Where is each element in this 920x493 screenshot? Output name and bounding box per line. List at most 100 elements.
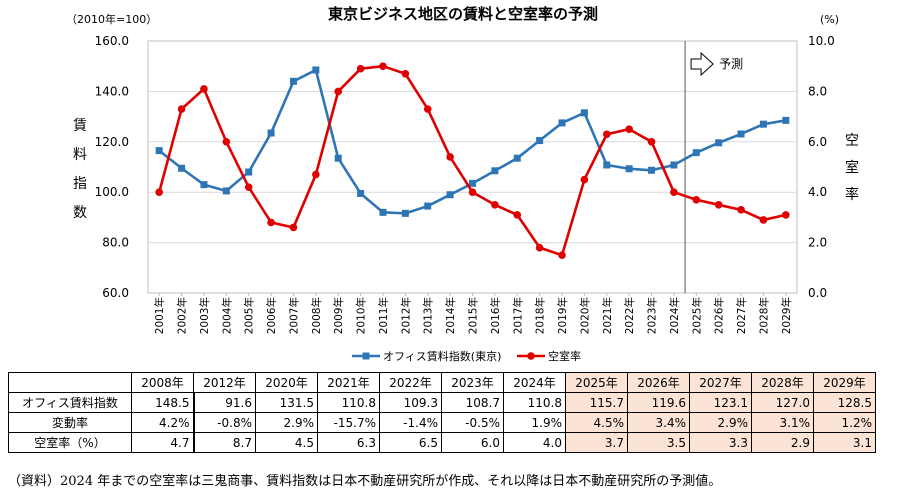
table-cell: 115.7 (565, 392, 628, 413)
x-tick-label: 2004年 (220, 297, 233, 334)
rent-index-point (222, 187, 230, 195)
right-axis-label-char: 室 (845, 159, 859, 176)
rent-index-point (715, 139, 723, 147)
x-tick-label: 2027年 (735, 297, 748, 334)
x-tick-label: 2019年 (556, 297, 569, 334)
forecast-label: 予測 (719, 57, 743, 71)
rent-index-point (446, 191, 454, 199)
table-cell: 4.5 (255, 432, 318, 453)
rent-index-point (200, 181, 208, 189)
table-cell: 8.7 (193, 432, 256, 453)
table-cell: -15.7% (317, 412, 380, 433)
table-cell: -0.8% (193, 412, 256, 433)
rent-index-point (603, 161, 611, 169)
vacancy-rate-point (602, 130, 611, 139)
vacancy-rate-point (714, 201, 723, 209)
series-line (157, 64, 787, 257)
table-row-label: 変動率 (8, 412, 132, 433)
vacancy-rate-point (155, 188, 163, 196)
x-tick-label: 2022年 (623, 297, 636, 334)
x-tick-label: 2026年 (713, 297, 726, 334)
right-tick-label: 10.0 (808, 34, 835, 48)
vacancy-rate-point (177, 105, 186, 113)
table-cell: 2.9% (255, 412, 318, 433)
x-tick-label: 2006年 (265, 297, 278, 334)
x-tick-label: 2003年 (198, 297, 211, 334)
legend-rent-marker (362, 352, 370, 360)
table-cell: 3.5 (627, 432, 690, 453)
vacancy-rate-point (670, 188, 678, 196)
rent-index-point (155, 147, 163, 155)
table-row: 空室率（%） 4.7 8.7 4.5 6.3 6.5 6.0 4.0 3.7 3.5 3.3 2.9 3… (8, 432, 876, 453)
left-tick-label: 160.0 (95, 34, 129, 48)
vacancy-rate-point (491, 201, 499, 209)
table-cell: 131.5 (255, 392, 318, 413)
vacancy-rate-point (625, 125, 633, 133)
vacancy-rate-point (759, 216, 768, 224)
x-tick-label: 2016年 (489, 297, 502, 334)
vacancy-rate-point (692, 195, 701, 204)
left-axis-unit: （2010年=100） (66, 12, 157, 26)
x-tick-label: 2012年 (399, 297, 412, 334)
x-tick-label: 2007年 (287, 297, 300, 334)
table-row: オフィス賃料指数 148.5 91.6 131.5 110.8 109.3 108.7 110… (8, 392, 876, 413)
vacancy-rate-point (200, 85, 208, 93)
vacancy-rate-point (468, 188, 477, 196)
table-cell: 148.5 (131, 392, 195, 413)
left-tick-label: 100.0 (95, 185, 129, 199)
x-tick-label: 2024年 (668, 297, 681, 334)
right-axis-label-char: 空 (845, 133, 859, 149)
table-cell: 6.0 (441, 432, 504, 453)
table-cell: 128.5 (813, 392, 876, 413)
legend-rent-label: オフィス賃料指数(東京) (383, 349, 501, 363)
table-cell: 109.3 (379, 392, 442, 413)
table-row-label: 空室率（%） (8, 432, 132, 453)
rent-index-point (558, 119, 566, 127)
vacancy-rate-point (379, 62, 387, 70)
table-cell: 3.3 (689, 432, 752, 453)
table-header-row: 2008年 2012年 2020年 2021年 2022年 2023年 2024年 2025年… (8, 372, 876, 393)
table-cell: 6.5 (379, 432, 442, 453)
x-tick-label: 2020年 (578, 297, 591, 334)
vacancy-rate-point (334, 87, 343, 96)
forecast-arrow-icon (690, 51, 714, 77)
table-cell: 3.1% (751, 412, 814, 433)
table-cell: 123.1 (689, 392, 752, 413)
x-tick-label: 2018年 (534, 297, 547, 334)
source-note: （資料）2024 年までの空室率は三鬼商事、賃料指数は日本不動産研究所が作成、そ… (8, 474, 722, 489)
vacancy-rate-point (244, 183, 253, 191)
right-tick-label: 8.0 (808, 84, 827, 98)
table-header-cell: 2021年 (317, 372, 380, 393)
table-cell: 110.8 (317, 392, 380, 413)
table-header-cell: 2008年 (131, 372, 194, 393)
table-cell: -1.4% (379, 412, 442, 433)
x-tick-label: 2017年 (511, 297, 524, 334)
right-tick-label: 6.0 (808, 135, 827, 149)
table-cell: 127.0 (751, 392, 814, 413)
table-row: 変動率 4.2% -0.8% 2.9% -15.7% -1.4% -0.5% 1.9% 4.5%… (8, 412, 876, 433)
x-tick-label: 2005年 (243, 297, 256, 334)
table-header-cell: 2022年 (379, 372, 442, 393)
rent-index-point (267, 129, 275, 137)
table-cell: 3.7 (565, 432, 628, 453)
vacancy-rate-point (423, 105, 432, 113)
vacancy-rate-point (737, 206, 745, 214)
x-tick-label: 2021年 (601, 297, 614, 334)
table-header-cell: 2027年 (689, 372, 752, 393)
rent-index-point (289, 77, 297, 85)
legend-vacancy-label: 空室率 (548, 349, 581, 363)
rent-index-point (334, 154, 342, 162)
table-cell: 3.1 (813, 432, 876, 453)
vacancy-rate-point (558, 251, 566, 259)
table-cell: 2.9% (689, 412, 752, 433)
left-axis-label-char: 数 (73, 205, 87, 221)
table-header-cell: 2020年 (255, 372, 318, 393)
rent-index-point (692, 149, 700, 157)
x-tick-label: 2010年 (355, 297, 368, 334)
rent-index-point (379, 208, 387, 216)
table-cell: 4.7 (131, 432, 195, 453)
x-tick-label: 2015年 (467, 297, 480, 334)
rent-vacancy-chart: 東京ビジネス地区の賃料と空室率の予測 （2010年=100） (%) 160.0… (66, 5, 859, 363)
vacancy-rate-point (446, 153, 454, 161)
rent-index-point (782, 116, 790, 124)
